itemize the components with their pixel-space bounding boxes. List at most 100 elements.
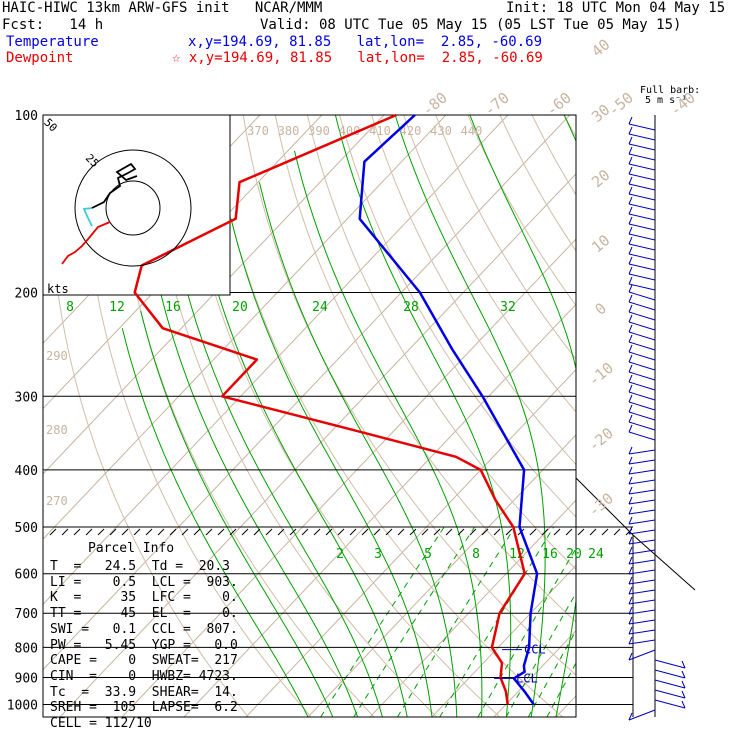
moist-adiabat-line xyxy=(469,115,576,717)
moist-adiabat-line xyxy=(140,310,334,717)
isotherm-label: 0 xyxy=(592,299,610,319)
dry-adiabat-line xyxy=(403,115,576,413)
wind-barb-feather xyxy=(628,116,633,125)
temperature-legend: Temperature xyxy=(6,34,99,50)
hodograph-ring-outer xyxy=(74,149,192,267)
dry-adiabat-line xyxy=(467,115,576,307)
freezing-hatch xyxy=(493,528,501,536)
hodograph-segment-mid xyxy=(82,207,93,227)
freezing-hatch xyxy=(541,528,549,536)
wind-barb xyxy=(628,123,656,131)
moist-adiabat-line xyxy=(179,265,383,717)
forecast-hour: Fcst: 14 h xyxy=(2,17,104,33)
isotherm-label: 10 xyxy=(588,231,613,256)
isotherm-line xyxy=(680,115,740,717)
theta-label: 410 xyxy=(369,124,391,138)
wind-barb-feather xyxy=(628,636,633,645)
moist-adiabat-line xyxy=(160,292,359,717)
theta-label: 270 xyxy=(46,494,68,508)
wind-barb-feather xyxy=(628,314,633,323)
wind-barb-feather xyxy=(628,712,633,721)
mixing-ratio-label: 8 xyxy=(472,547,480,562)
mixing-ratio-label: 24 xyxy=(312,300,328,315)
freezing-hatch xyxy=(481,528,489,536)
wind-barb xyxy=(654,669,686,679)
pressure-tick-label: 800 xyxy=(15,641,38,656)
lcl-label: LCL xyxy=(516,671,538,685)
dewpoint-profile xyxy=(133,113,526,705)
freezing-hatch xyxy=(577,528,585,536)
mixing-ratio-label: 28 xyxy=(403,300,419,315)
dry-adiabat-line xyxy=(596,115,740,717)
valid-time: Valid: 08 UTC Tue 05 May 15 (05 LST Tue … xyxy=(260,17,682,33)
freezing-hatch xyxy=(421,528,429,536)
freezing-hatch xyxy=(469,528,477,536)
wind-barb xyxy=(654,699,686,709)
wind-barb-feather xyxy=(628,394,633,403)
wind-barb xyxy=(628,193,656,201)
freezing-hatch xyxy=(193,528,201,536)
freezing-hatch xyxy=(217,528,225,536)
wind-barb-feather xyxy=(628,616,633,625)
wind-barb xyxy=(628,401,656,411)
freezing-hatch xyxy=(445,528,453,536)
model-title: HAIC-HIWC 13km ARW-GFS init NCAR/MMM xyxy=(2,0,323,16)
wind-barb xyxy=(628,629,656,635)
wind-barb-feather xyxy=(628,566,633,575)
wind-barb-feather xyxy=(628,576,633,585)
wind-barb xyxy=(628,351,656,361)
freezing-hatch xyxy=(289,528,297,536)
moist-adiabat-line xyxy=(258,182,458,717)
hodograph-box xyxy=(42,114,231,296)
wind-barb xyxy=(628,321,656,331)
isotherm-line xyxy=(43,115,571,671)
moist-adiabat-line xyxy=(606,115,701,717)
wind-barb-feather xyxy=(628,536,633,545)
wind-barb-feather xyxy=(628,236,633,245)
wind-barb xyxy=(628,599,656,605)
theta-label: 400 xyxy=(339,124,361,138)
wind-barb-feather xyxy=(628,156,633,165)
wind-barb xyxy=(628,639,656,645)
isotherm-line xyxy=(43,115,447,540)
wind-barb-feather xyxy=(628,294,633,303)
wind-barb xyxy=(654,659,686,669)
wind-barb xyxy=(628,411,656,421)
freezing-hatch xyxy=(349,528,357,536)
parcel-info-row: SREH = 105 LAPSE= 6.2 xyxy=(50,700,238,716)
wind-barb xyxy=(628,431,656,441)
parcel-info-row: LI = 0.5 LCL = 903. xyxy=(50,574,238,590)
wind-barb-feather xyxy=(628,304,633,313)
wind-barb-feather xyxy=(628,596,633,605)
mixing-ratio-line xyxy=(353,526,476,717)
parcel-info-row: TT = 45 EL = 0. xyxy=(50,606,238,622)
freezing-hatch xyxy=(49,528,57,536)
isotherm-label: 20 xyxy=(588,166,613,191)
freezing-hatch xyxy=(457,528,465,536)
freezing-hatch xyxy=(565,528,573,536)
freezing-hatch xyxy=(313,528,321,536)
wind-barb xyxy=(654,689,686,699)
freezing-hatch xyxy=(301,528,309,536)
isotherm-line xyxy=(431,564,576,717)
mixing-ratio-line xyxy=(527,629,576,717)
wind-barb xyxy=(628,243,656,251)
wind-barb-feather xyxy=(628,556,633,565)
wind-barb xyxy=(628,469,656,475)
freezing-hatch xyxy=(241,528,249,536)
mixing-ratio-label: 20 xyxy=(566,547,582,562)
wind-barb-feather xyxy=(628,284,633,293)
wind-barb-feather xyxy=(628,456,633,465)
mixing-ratio-label: 20 xyxy=(232,300,248,315)
dry-adiabat-line xyxy=(435,115,576,360)
freezing-hatch xyxy=(589,528,597,536)
pressure-tick-label: 100 xyxy=(15,109,38,124)
wind-barb xyxy=(628,499,656,505)
wind-barb-feather xyxy=(628,586,633,595)
wind-barb xyxy=(628,331,656,341)
temperature-coords: x,y=194.69, 81.85 lat,lon= 2.85, -60.69 xyxy=(188,34,543,50)
theta-label: 280 xyxy=(46,423,68,437)
wind-barb-feather xyxy=(628,526,633,535)
wind-barb xyxy=(628,133,656,141)
dry-adiabat-line xyxy=(274,115,576,623)
